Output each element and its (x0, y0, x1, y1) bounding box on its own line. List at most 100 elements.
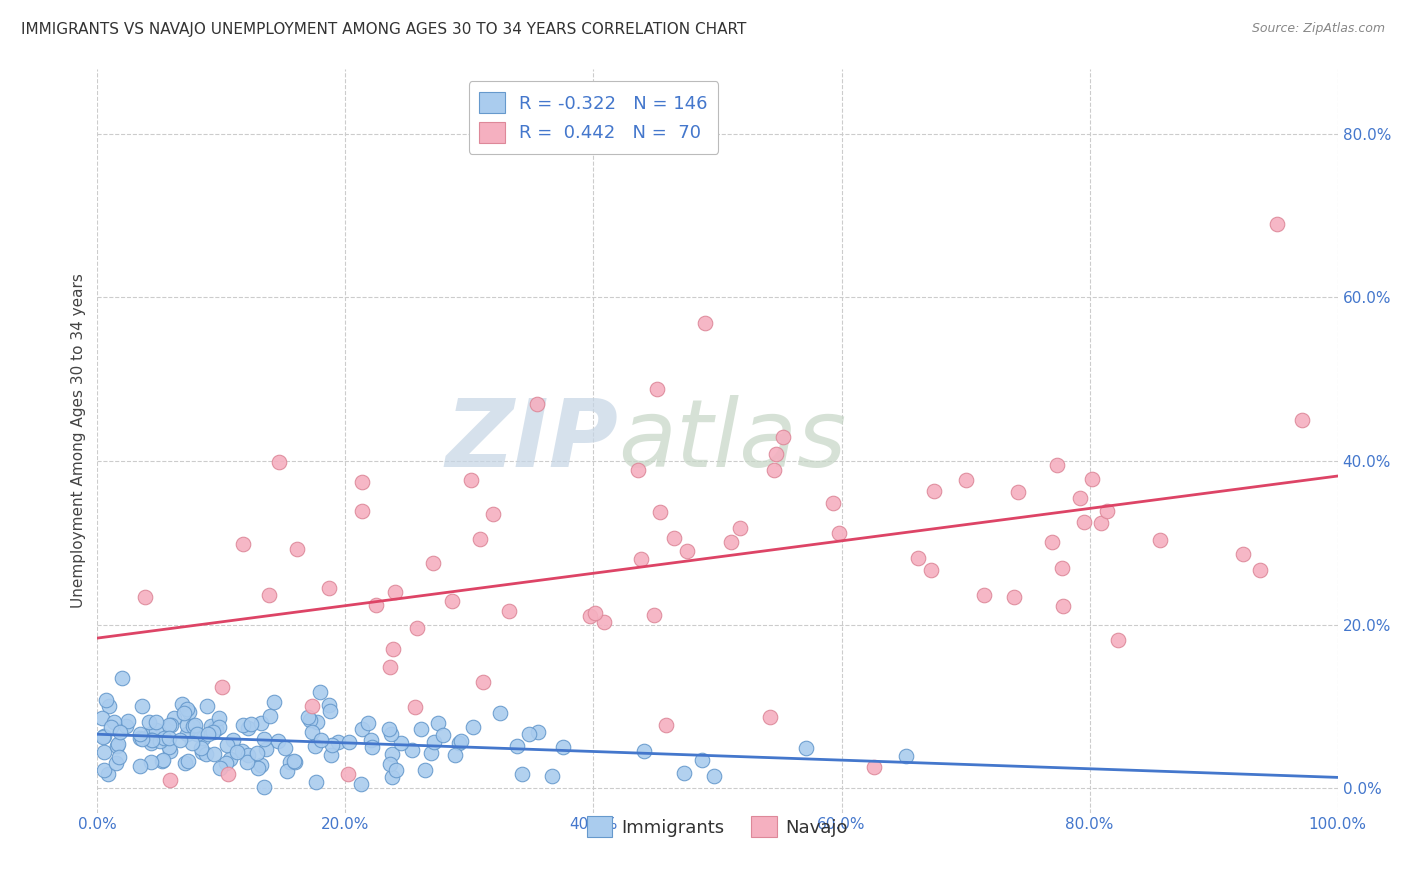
Point (382, 642, 405, 657)
Point (350, 777, 373, 791)
Point (246, 746, 269, 760)
Point (401, 743, 423, 757)
Point (863, 759, 886, 773)
Point (152, 753, 174, 767)
Point (159, 772, 181, 787)
Point (1052, 561, 1074, 575)
Point (444, 747, 467, 762)
Point (643, 607, 665, 622)
Point (553, 740, 575, 755)
Point (337, 766, 360, 780)
Point (204, 721, 226, 735)
Point (211, 680, 233, 694)
Point (208, 711, 231, 725)
Point (654, 718, 676, 732)
Point (257, 588, 280, 602)
Point (252, 732, 274, 747)
Point (249, 758, 271, 772)
Y-axis label: Unemployment Among Ages 30 to 34 years: Unemployment Among Ages 30 to 34 years (72, 273, 86, 608)
Point (152, 731, 174, 745)
Point (148, 734, 170, 748)
Point (222, 733, 245, 747)
Point (304, 739, 326, 754)
Point (138, 715, 160, 730)
Point (389, 736, 412, 750)
Point (267, 734, 290, 748)
Point (427, 715, 450, 730)
Point (907, 550, 929, 565)
Point (720, 534, 742, 549)
Point (360, 733, 382, 747)
Point (117, 714, 139, 729)
Point (460, 473, 482, 487)
Point (432, 727, 454, 741)
Point (128, 759, 150, 773)
Point (309, 733, 332, 747)
Point (384, 764, 406, 778)
Point (173, 706, 195, 720)
Point (298, 713, 321, 727)
Point (585, 606, 607, 620)
Point (527, 724, 550, 739)
Point (174, 756, 197, 771)
Point (357, 715, 380, 730)
Point (301, 699, 323, 714)
Point (145, 715, 167, 730)
Point (506, 739, 529, 754)
Point (1097, 504, 1119, 518)
Point (318, 698, 340, 713)
Point (163, 711, 186, 725)
Point (197, 727, 219, 741)
Point (794, 740, 817, 755)
Point (267, 455, 290, 469)
Text: atlas: atlas (619, 395, 846, 486)
Point (134, 590, 156, 604)
Point (201, 724, 224, 739)
Point (482, 508, 505, 522)
Point (208, 720, 231, 734)
Point (1090, 516, 1112, 531)
Point (111, 671, 134, 685)
Point (131, 699, 153, 714)
Point (231, 744, 253, 758)
Point (973, 588, 995, 602)
Point (498, 604, 520, 618)
Point (108, 725, 131, 739)
Point (202, 747, 225, 762)
Point (672, 765, 695, 780)
Point (115, 719, 138, 733)
Text: Source: ZipAtlas.com: Source: ZipAtlas.com (1251, 22, 1385, 36)
Point (321, 738, 343, 752)
Point (181, 719, 204, 733)
Point (648, 505, 671, 519)
Point (540, 769, 562, 783)
Point (366, 598, 388, 612)
Point (181, 736, 204, 750)
Point (176, 701, 198, 715)
Point (627, 463, 650, 477)
Point (440, 593, 463, 607)
Point (305, 774, 328, 789)
Point (703, 769, 725, 783)
Point (219, 752, 242, 766)
Point (105, 739, 128, 753)
Point (100, 720, 122, 734)
Point (1249, 563, 1271, 577)
Point (361, 739, 384, 754)
Point (138, 728, 160, 742)
Point (157, 731, 180, 746)
Point (690, 753, 713, 767)
Point (423, 735, 446, 749)
Point (894, 749, 917, 764)
Point (319, 704, 342, 718)
Point (139, 736, 162, 750)
Point (209, 761, 232, 775)
Point (177, 754, 200, 768)
Point (319, 747, 342, 762)
Point (107, 737, 129, 751)
Point (297, 709, 319, 723)
Point (128, 731, 150, 745)
Point (93, 730, 115, 744)
Point (378, 660, 401, 674)
Point (447, 736, 470, 750)
